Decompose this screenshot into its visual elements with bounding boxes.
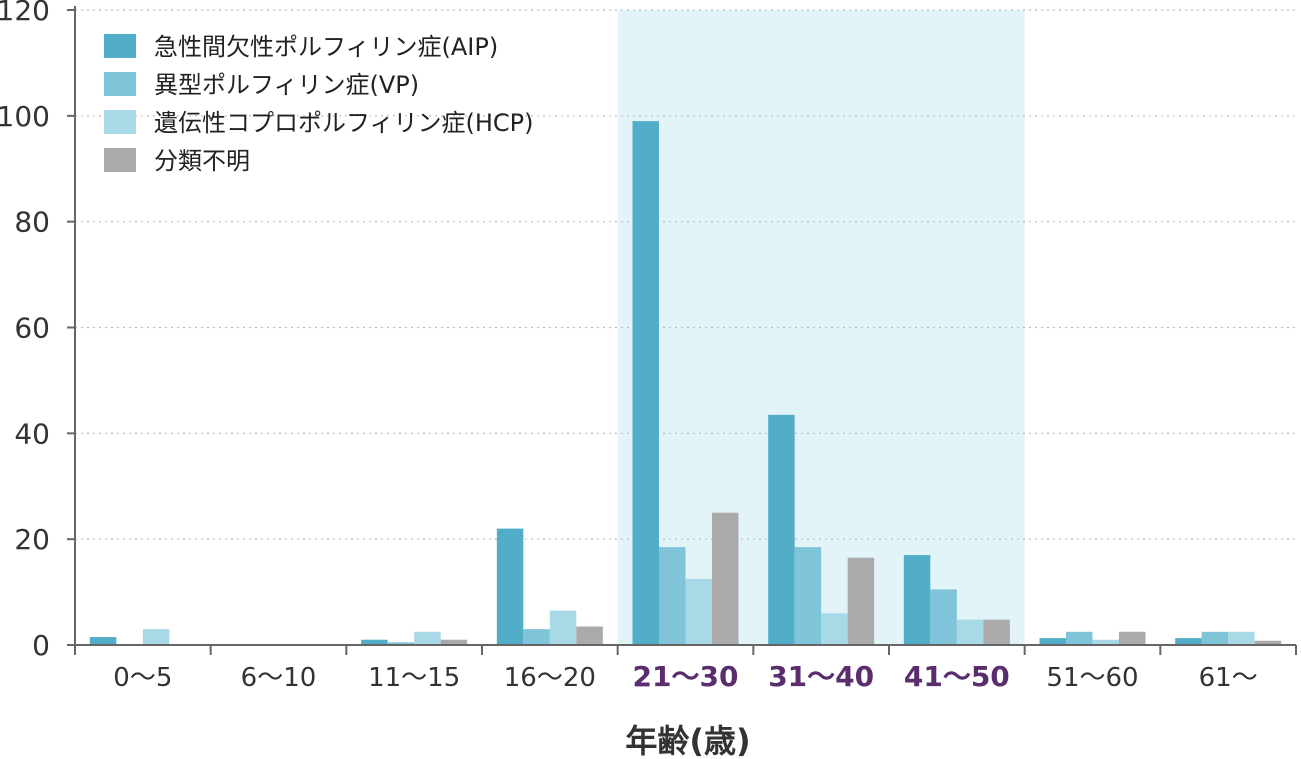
y-tick-label: 20 xyxy=(14,523,50,556)
axes xyxy=(67,6,1297,655)
legend-swatch xyxy=(104,148,136,172)
bar xyxy=(821,613,848,645)
x-tick-label: 41〜50 xyxy=(904,660,1010,693)
y-tick-label: 100 xyxy=(0,100,50,133)
x-tick-label: 61〜 xyxy=(1199,663,1258,693)
bar xyxy=(1119,631,1146,645)
legend: 急性間欠性ポルフィリン症(AIP) 異型ポルフィリン症(VP) 遺伝性コプロポルフィ… xyxy=(104,33,534,175)
y-tick-label: 40 xyxy=(14,417,50,450)
x-tick-label: 31〜40 xyxy=(768,660,874,693)
bar xyxy=(549,610,577,645)
x-tick-label: 21〜30 xyxy=(633,660,739,693)
bar xyxy=(1201,631,1229,645)
bar xyxy=(794,547,822,645)
bar xyxy=(523,629,550,645)
x-tick-labels: 0〜5 6〜10 11〜15 16〜20 21〜30 31〜40 41〜50 51〜60 61〜 xyxy=(113,660,1257,693)
legend-label: 遺伝性コプロポルフィリン症(HCP) xyxy=(154,109,534,137)
legend-swatch xyxy=(104,110,136,134)
bar xyxy=(414,631,441,645)
bar xyxy=(496,528,524,645)
bar xyxy=(1092,639,1119,645)
x-tick-label: 6〜10 xyxy=(241,663,317,693)
x-tick-label: 11〜15 xyxy=(368,663,460,693)
bars xyxy=(89,121,1282,645)
y-tick-label: 80 xyxy=(14,206,50,239)
bar xyxy=(1228,631,1255,645)
legend-label: 異型ポルフィリン症(VP) xyxy=(154,71,419,99)
bar xyxy=(89,637,117,645)
legend-swatch xyxy=(104,34,136,58)
bar xyxy=(632,121,659,645)
x-tick-label: 51〜60 xyxy=(1046,663,1138,693)
bar xyxy=(903,555,931,645)
bar xyxy=(440,639,468,645)
legend-label: 分類不明 xyxy=(154,147,250,175)
highlight-band xyxy=(617,10,1025,645)
bar xyxy=(847,557,875,645)
bar xyxy=(956,619,984,645)
bar xyxy=(768,414,795,645)
bar xyxy=(1254,640,1282,645)
y-tick-label: 0 xyxy=(32,629,50,662)
x-tick-label: 16〜20 xyxy=(504,663,596,693)
bar xyxy=(685,578,712,645)
legend-label: 急性間欠性ポルフィリン症(AIP) xyxy=(154,33,498,61)
bar xyxy=(659,547,686,645)
y-tick-label: 120 xyxy=(0,0,50,27)
bar xyxy=(387,642,415,645)
bar xyxy=(1066,631,1093,645)
y-tick-label: 60 xyxy=(14,312,50,345)
bar xyxy=(142,629,170,645)
legend-swatch xyxy=(104,72,136,96)
bar xyxy=(712,512,739,645)
bar xyxy=(1175,638,1202,645)
bar xyxy=(576,626,603,645)
bar xyxy=(361,639,388,645)
bar xyxy=(930,589,957,645)
x-axis-label: 年齢(歳) xyxy=(625,722,750,759)
y-tick-labels: 0 20 40 60 80 100 120 xyxy=(0,0,50,662)
bar xyxy=(1039,638,1066,645)
bar xyxy=(983,619,1010,645)
x-tick-label: 0〜5 xyxy=(113,663,172,693)
